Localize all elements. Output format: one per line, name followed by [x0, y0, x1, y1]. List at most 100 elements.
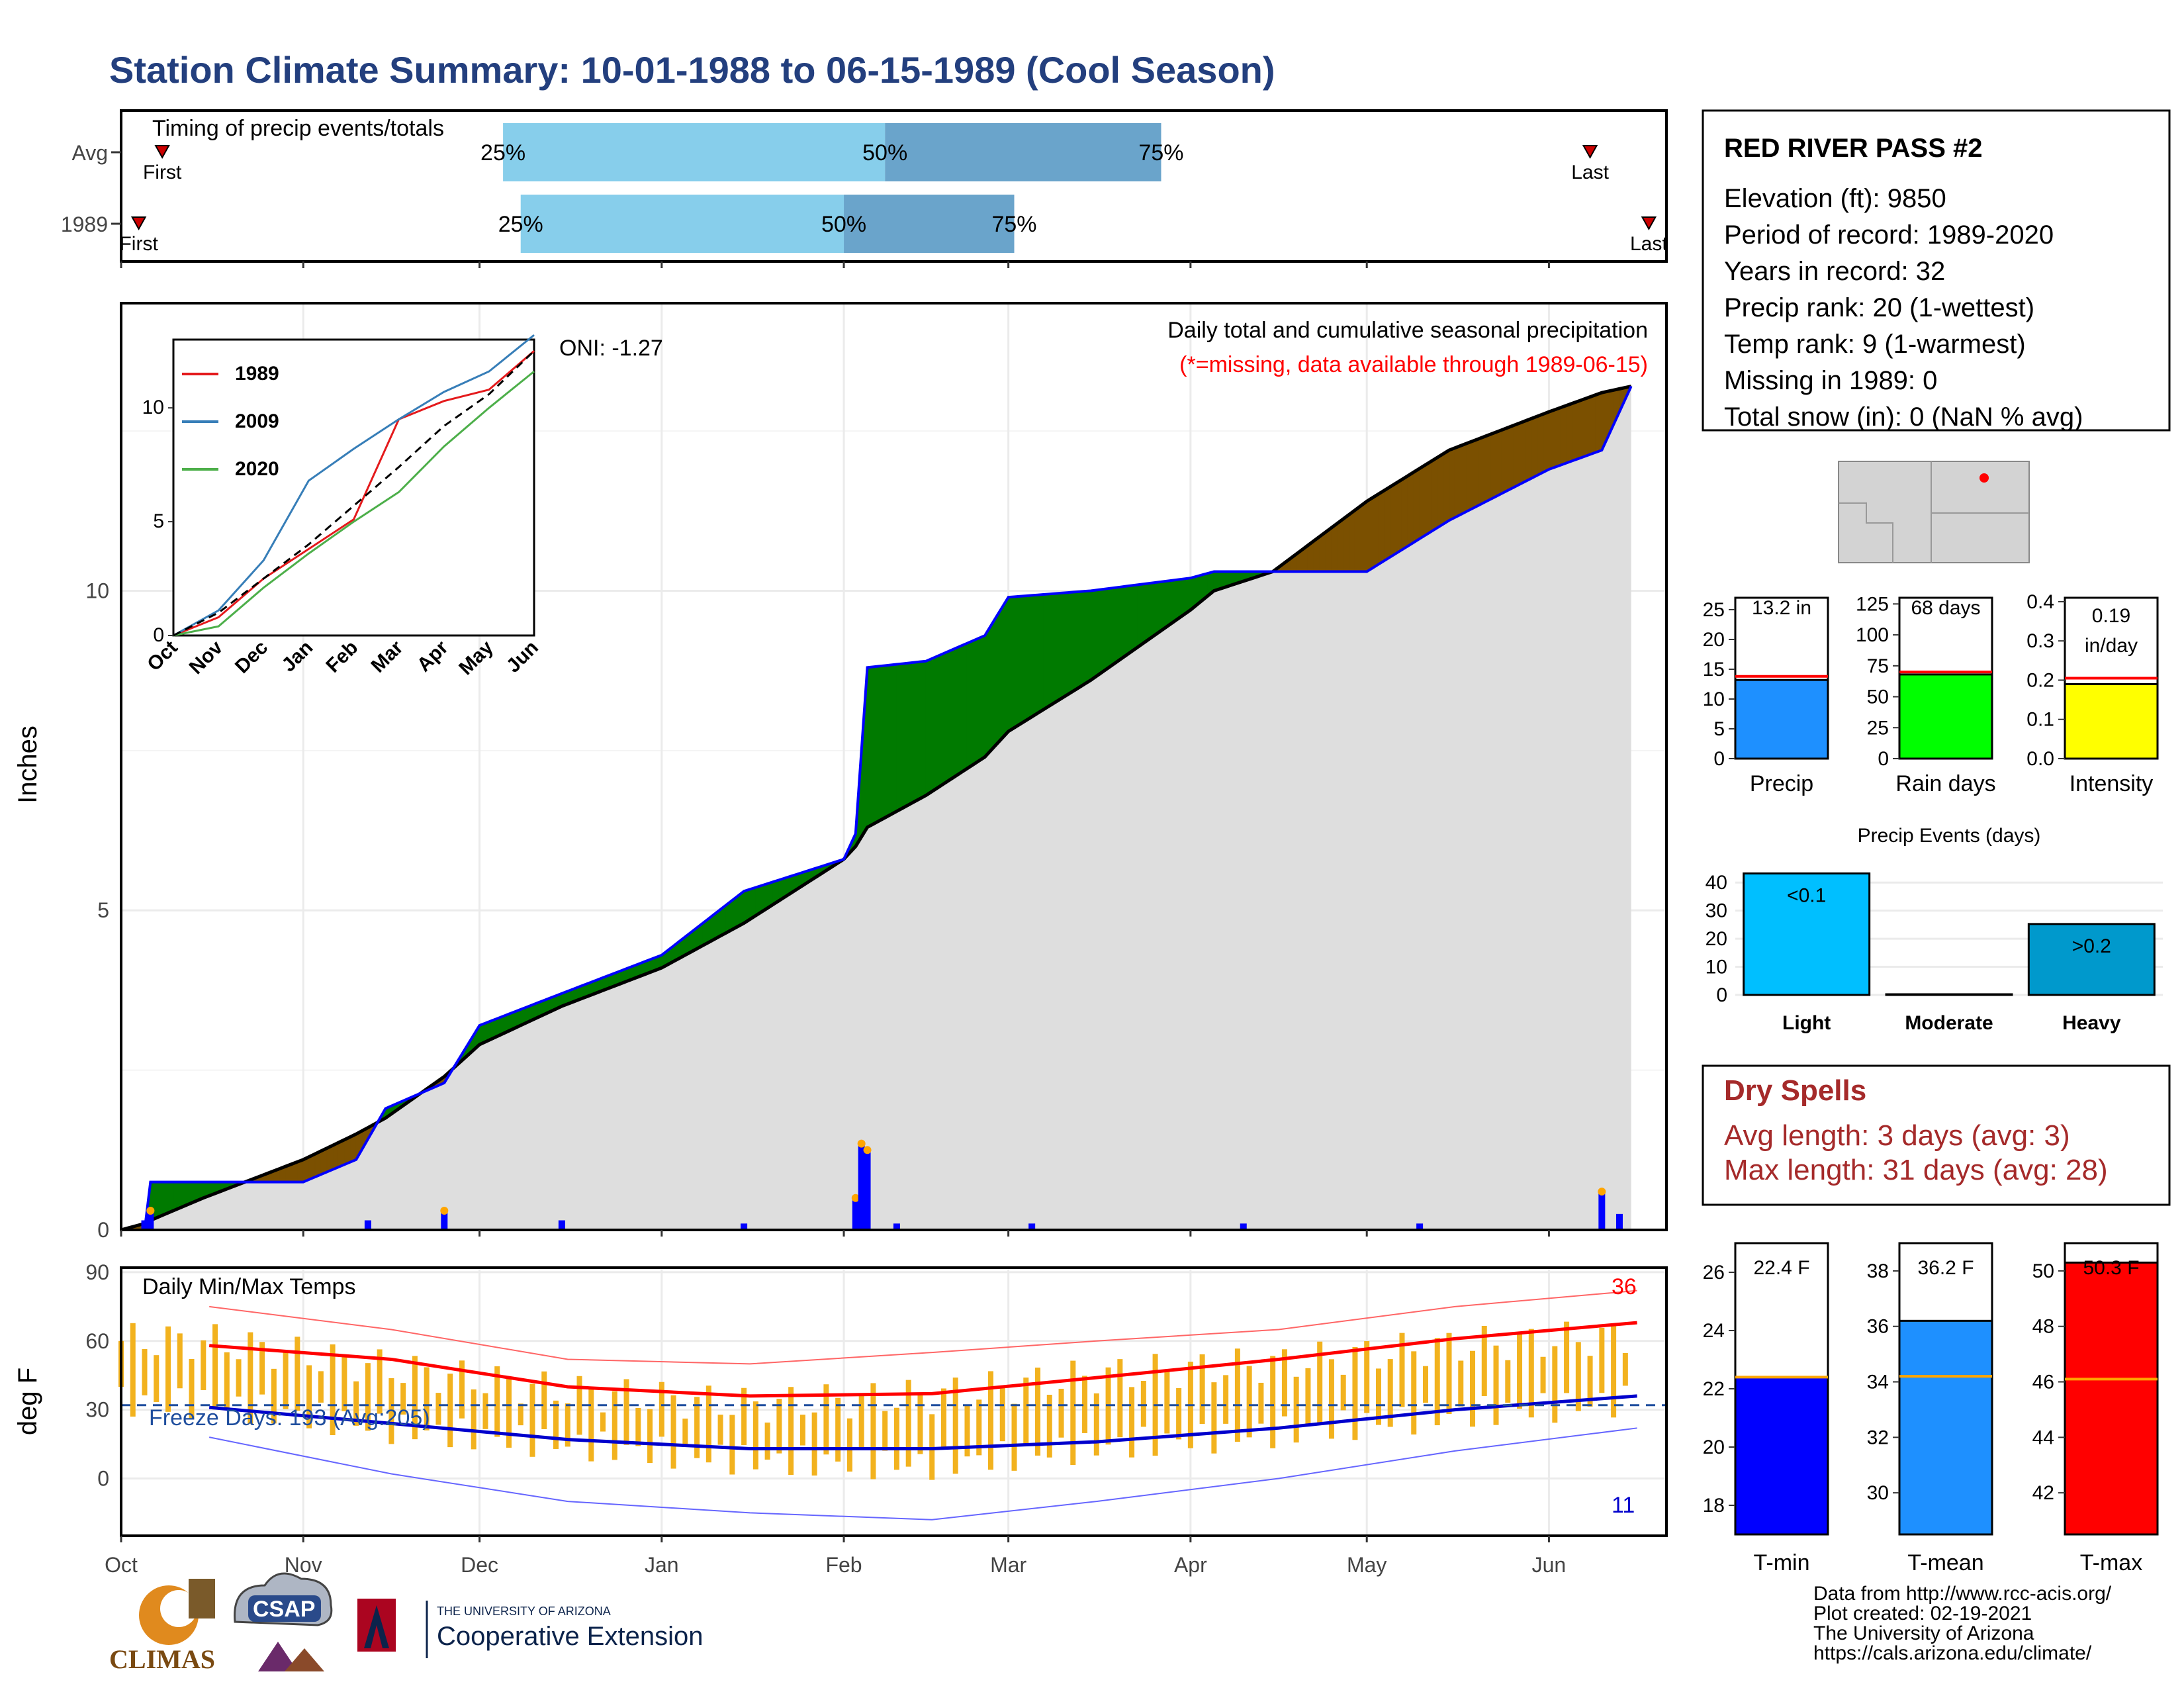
precip-anomaly-segment — [890, 663, 897, 816]
daily-temp-bar — [1058, 1388, 1064, 1438]
record-max-line — [209, 1289, 1637, 1365]
precip-anomaly-segment — [1061, 592, 1068, 700]
temp-bar-label: T-min — [1754, 1550, 1810, 1575]
precip-anomaly-segment — [1084, 590, 1091, 685]
daily-temp-bar — [388, 1378, 394, 1444]
precip-event-category: Moderate — [1905, 1012, 1993, 1034]
precip-anomaly-segment — [1484, 434, 1491, 503]
precip-event-bar — [1885, 993, 2013, 996]
daily-temp-bar — [705, 1385, 711, 1463]
summary-bar — [2064, 682, 2159, 760]
max-record-count: 36 — [1612, 1274, 1637, 1299]
daily-temp-bar — [1387, 1359, 1393, 1427]
climas-logo-text: CLIMAS — [109, 1644, 215, 1674]
summary-bar — [1734, 679, 1829, 760]
daily-temp-bar — [1293, 1376, 1299, 1443]
precip-anomaly-segment — [884, 664, 891, 819]
summary-bar-value: 13.2 in — [1752, 597, 1811, 619]
summary-bar-tick-label: 50 — [1867, 686, 1889, 708]
daily-temp-bar — [1517, 1332, 1523, 1409]
daily-temp-bar — [741, 1387, 747, 1445]
precip-anomaly-segment — [908, 662, 915, 806]
daily-temp-bar — [1375, 1368, 1381, 1425]
inset-legend-label: 2020 — [235, 458, 279, 480]
daily-temp-bar — [1622, 1352, 1628, 1386]
daily-temp-bar — [799, 1415, 805, 1446]
summary-bar-tick-label: 25 — [1703, 599, 1725, 621]
daily-temp-bar — [412, 1356, 418, 1440]
precip-anomaly-segment — [1525, 418, 1532, 483]
daily-temp-bar — [987, 1371, 993, 1470]
precip-anomaly-segment — [1319, 531, 1326, 573]
precip-anomaly-segment — [914, 661, 921, 802]
last-event-marker — [1641, 216, 1657, 231]
precip-anomaly-segment — [1384, 486, 1391, 561]
precip-anomaly-segment — [1325, 527, 1332, 573]
precip-anomaly-segment — [978, 635, 985, 762]
precip-anomaly-segment — [1031, 594, 1038, 718]
inset-y-tick-label: 10 — [142, 397, 164, 418]
precip-anomaly-segment — [949, 647, 956, 781]
x-tick-label: May — [1347, 1553, 1387, 1577]
precip-anomaly-segment — [1437, 453, 1444, 529]
daily-temp-bar — [1093, 1393, 1099, 1456]
inset-series-line — [173, 370, 535, 637]
precip-anomaly-segment — [1172, 579, 1179, 624]
quartile-bar-upper — [844, 195, 1015, 253]
ua-small-text: THE UNIVERSITY OF ARIZONA — [437, 1605, 611, 1618]
daily-temp-bar — [1364, 1340, 1370, 1413]
first-event-marker — [130, 216, 147, 231]
daily-temp-bar — [177, 1333, 183, 1389]
ua-logo: THE UNIVERSITY OF ARIZONA Cooperative Ex… — [357, 1599, 703, 1658]
daily-temp-bar — [1011, 1403, 1017, 1471]
precip-anomaly-segment — [1072, 591, 1079, 692]
dry-spells-title: Dry Spells — [1724, 1074, 1866, 1107]
precip-anomaly-segment — [1372, 493, 1379, 569]
avg-min-line — [208, 1394, 1637, 1450]
precip-anomaly-segment — [1178, 578, 1185, 619]
temp-ylabel: deg F — [13, 1368, 42, 1435]
daily-temp-bar — [717, 1415, 723, 1445]
summary-bar-value: 68 days — [1911, 597, 1980, 619]
daily-temp-bar — [682, 1419, 688, 1444]
daily-temp-bar — [893, 1407, 899, 1470]
daily-temp-bar — [283, 1351, 289, 1409]
precip-anomaly-segment — [1560, 404, 1567, 466]
timing-row-label: 1989 — [61, 212, 108, 236]
daily-temp-bar — [1211, 1382, 1217, 1454]
precip-anomaly-segment — [1513, 422, 1520, 489]
daily-temp-bar — [236, 1359, 242, 1397]
temp-y-tick-label: 0 — [97, 1466, 109, 1490]
min-record-count: 11 — [1612, 1493, 1635, 1518]
summary-bar-tick-label: 10 — [1703, 688, 1725, 710]
daily-temp-bar — [529, 1383, 535, 1457]
timing-frame — [120, 109, 1668, 263]
temp-bar-value: 50.3 F — [2083, 1257, 2139, 1279]
station-info-line: Missing in 1989: 0 — [1724, 366, 1937, 395]
temp-bar-tick-label: 22 — [1703, 1378, 1725, 1400]
daily-precip-bar — [147, 1211, 154, 1230]
daily-temp-bar — [612, 1391, 617, 1460]
daily-temp-bar — [154, 1355, 159, 1402]
inset-legend-label: 1989 — [235, 363, 279, 385]
avg-max-line — [208, 1321, 1637, 1398]
daily-temp-bar — [447, 1374, 453, 1448]
summary-bar-tick-label: 125 — [1856, 593, 1889, 615]
precip-anomaly-segment — [1078, 590, 1085, 688]
daily-temp-bar — [365, 1363, 371, 1431]
precip-anomaly-segment — [1014, 596, 1021, 729]
precip-panel: 0 5 10 Inches Daily total and cumulative s… — [13, 302, 1668, 1242]
daily-precip-marker — [1598, 1188, 1606, 1196]
daily-temp-bar — [1481, 1325, 1487, 1396]
daily-temp-bar — [999, 1385, 1005, 1442]
daily-temp-bar — [670, 1395, 676, 1469]
precip-anomaly-segment — [1137, 583, 1144, 648]
summary-bar-tick-label: 75 — [1867, 655, 1889, 677]
daily-temp-bar — [1434, 1338, 1440, 1426]
precip-event-bar-label: >0.2 — [2072, 935, 2111, 957]
daily-temp-bar — [1046, 1394, 1052, 1458]
precip-anomaly-segment — [996, 605, 1003, 745]
precip-anomaly-segment — [937, 653, 944, 788]
precip-anomaly-segment — [1590, 394, 1596, 455]
summary-bar-value: 0.19 — [2092, 605, 2130, 627]
